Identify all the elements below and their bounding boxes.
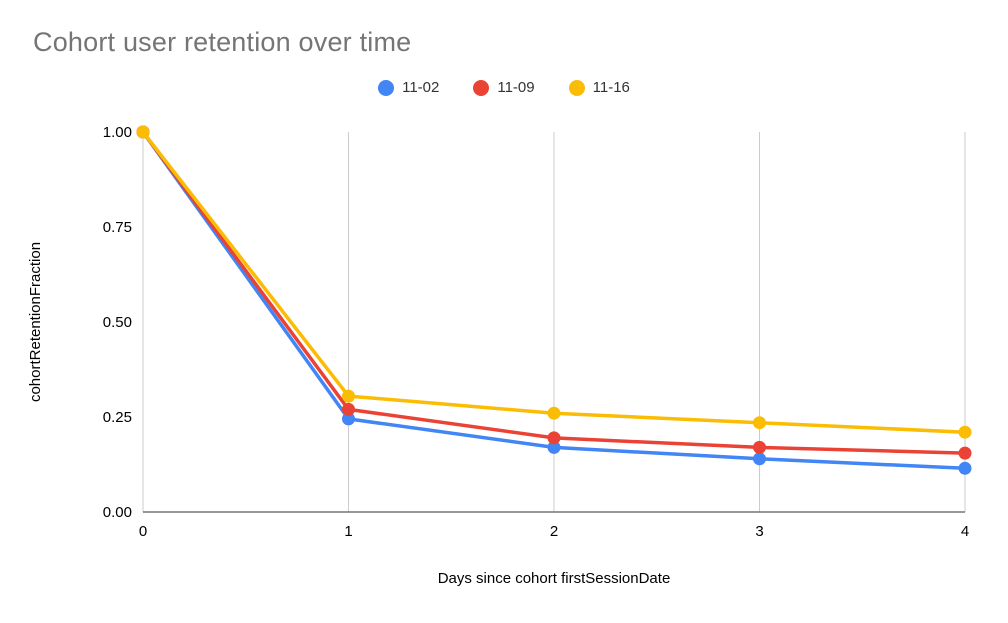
data-point-11-02-day1 bbox=[342, 412, 355, 426]
legend-dot-blue-icon bbox=[378, 79, 395, 96]
data-point-11-16-day4 bbox=[958, 425, 972, 439]
x-tick-label: 1 bbox=[344, 523, 352, 540]
y-tick-label: 0.00 bbox=[103, 504, 132, 521]
data-point-11-09-day4 bbox=[958, 446, 972, 460]
legend-label: 11-02 bbox=[402, 79, 440, 96]
legend-dot-red-icon bbox=[473, 79, 490, 96]
data-point-11-16-day0 bbox=[136, 125, 150, 139]
data-point-11-09-day1 bbox=[342, 402, 355, 416]
y-tick-label: 0.75 bbox=[103, 219, 132, 236]
legend-label: 11-16 bbox=[592, 79, 630, 96]
page-title: Cohort user retention over time bbox=[33, 27, 412, 57]
data-point-11-16-day2 bbox=[547, 406, 561, 420]
x-tick-label: 0 bbox=[139, 523, 147, 540]
x-tick-label: 4 bbox=[961, 523, 969, 540]
x-tick-label: 2 bbox=[550, 523, 558, 540]
chart-legend: 11-02 11-09 11-16 bbox=[0, 79, 1008, 96]
data-point-11-09-day3 bbox=[753, 440, 766, 454]
x-axis-title: Days since cohort firstSessionDate bbox=[438, 570, 671, 587]
legend-item-11-09[interactable]: 11-09 bbox=[473, 79, 535, 96]
legend-label: 11-09 bbox=[497, 79, 535, 96]
y-tick-label: 0.25 bbox=[103, 409, 132, 426]
data-point-11-02-day2 bbox=[547, 440, 561, 454]
y-tick-label: 1.00 bbox=[103, 124, 132, 141]
y-axis-title: cohortRetentionFraction bbox=[27, 242, 44, 402]
legend-item-11-02[interactable]: 11-02 bbox=[378, 79, 439, 96]
data-point-11-16-day3 bbox=[753, 416, 766, 430]
data-point-11-16-day1 bbox=[342, 389, 355, 403]
legend-item-11-16[interactable]: 11-16 bbox=[568, 79, 630, 96]
x-tick-label: 3 bbox=[755, 523, 763, 540]
legend-dot-yellow-icon bbox=[568, 79, 585, 96]
data-point-11-02-day3 bbox=[753, 452, 766, 466]
data-point-11-09-day2 bbox=[547, 431, 561, 445]
y-tick-label: 0.50 bbox=[103, 314, 132, 331]
data-point-11-02-day4 bbox=[958, 461, 972, 475]
